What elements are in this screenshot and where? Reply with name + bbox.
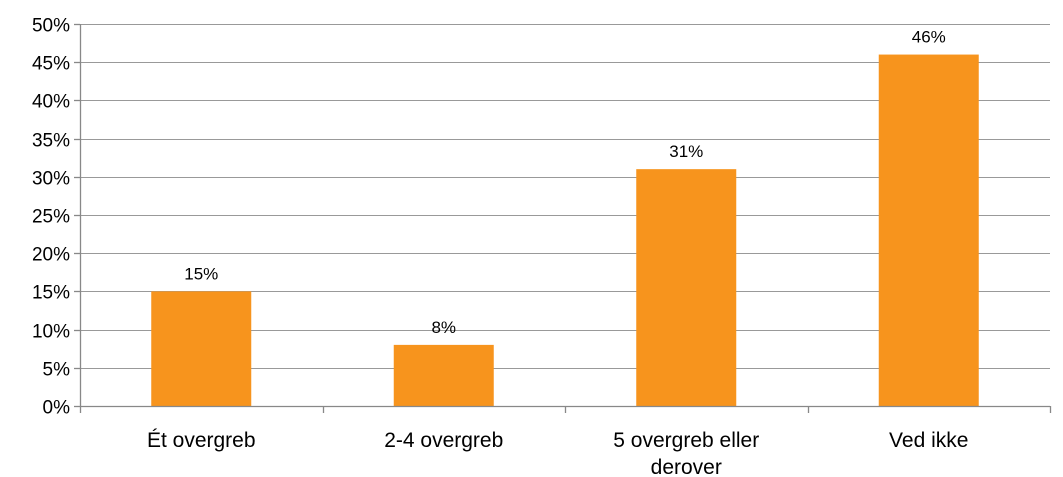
x-category-label: 2-4 overgreb — [384, 429, 503, 452]
x-category-label-line: 5 overgreb eller — [613, 429, 759, 452]
data-label: 15% — [184, 264, 218, 283]
bar — [878, 54, 979, 407]
data-label: 31% — [669, 142, 703, 161]
x-category-label: Ved ikke — [889, 429, 968, 452]
x-category-label-line: Ved ikke — [889, 429, 968, 452]
y-tick-label: 20% — [32, 245, 70, 266]
x-category-label-line: Ét overgreb — [147, 429, 256, 452]
bar — [393, 344, 494, 406]
y-tick-label: 15% — [32, 283, 70, 304]
x-category-labels: Ét overgreb 2-4 overgreb 5 overgreb eller d… — [147, 429, 968, 477]
bar — [636, 169, 737, 406]
bar — [151, 291, 252, 406]
x-category-label: Ét overgreb — [147, 429, 256, 452]
y-tick-label: 35% — [32, 131, 70, 152]
y-tick-label: 25% — [32, 207, 70, 228]
y-tick-label: 0% — [43, 398, 71, 419]
bars — [151, 54, 979, 407]
x-category-label: 5 overgreb eller derover — [613, 429, 759, 477]
data-labels: 15% 8% 31% 46% — [184, 28, 946, 337]
y-tick-labels: 0% 5% 10% 15% 20% 25% 30% 35% 40% 45% 50% — [32, 16, 70, 419]
x-category-label-line: derover — [651, 456, 722, 477]
data-label: 8% — [431, 318, 456, 337]
y-tick-label: 40% — [32, 92, 70, 113]
y-tick-label: 30% — [32, 169, 70, 190]
x-category-label-line: 2-4 overgreb — [384, 429, 503, 452]
data-label: 46% — [912, 28, 946, 47]
y-tick-label: 45% — [32, 54, 70, 75]
y-tick-label: 5% — [43, 360, 71, 381]
y-tick-label: 10% — [32, 322, 70, 343]
y-tick-label: 50% — [32, 16, 70, 37]
axes — [74, 23, 1052, 413]
